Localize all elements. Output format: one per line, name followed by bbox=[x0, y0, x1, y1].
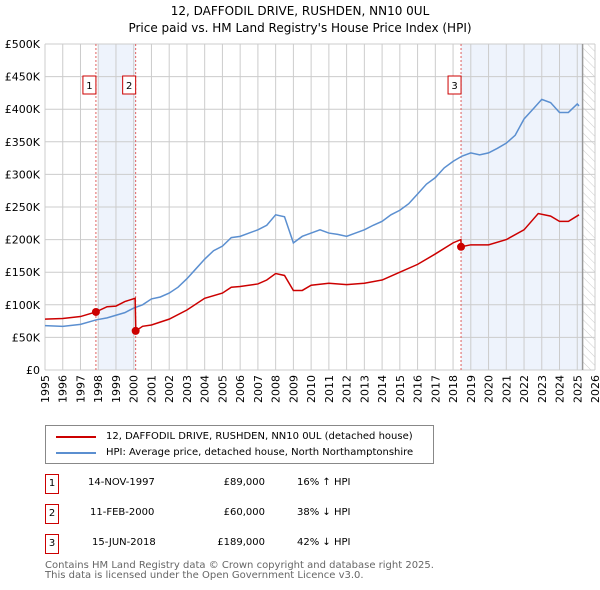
series-line bbox=[44, 212, 580, 333]
x-tick-label: 2015 bbox=[394, 375, 407, 403]
subtitle-line: Price paid vs. HM Land Registry's House … bbox=[128, 21, 472, 35]
sale-label-box bbox=[82, 75, 97, 95]
x-tick-label: 2008 bbox=[270, 375, 283, 403]
x-tick-label: 2013 bbox=[358, 375, 371, 403]
transaction-date: 15-JUN-2018 bbox=[92, 537, 156, 548]
transaction-date: 14-NOV-1997 bbox=[88, 477, 155, 488]
series-line bbox=[44, 98, 580, 328]
sale-point bbox=[131, 326, 140, 335]
x-tick-label: 2020 bbox=[483, 375, 496, 403]
legend-item-hpi: HPI: Average price, detached house, Nort… bbox=[56, 447, 413, 458]
x-tick-label: 1999 bbox=[110, 375, 123, 403]
sale-label: 3 bbox=[451, 81, 457, 92]
x-tick-label: 2025 bbox=[571, 375, 584, 403]
y-tick-label: £0 bbox=[26, 364, 40, 377]
legend: 12, DAFFODIL DRIVE, RUSHDEN, NN10 0UL (d… bbox=[45, 425, 434, 464]
transaction-hpi: 42% ↓ HPI bbox=[297, 537, 351, 548]
y-tick-label: £250K bbox=[5, 201, 41, 214]
transaction-row: 2 11-FEB-2000 £60,000 38% ↓ HPI bbox=[45, 504, 445, 524]
x-tick-label: 2024 bbox=[554, 375, 567, 403]
sale-label: 2 bbox=[126, 81, 132, 92]
footer-copyright: Contains HM Land Registry data © Crown c… bbox=[45, 560, 434, 571]
x-tick-label: 2010 bbox=[305, 375, 318, 403]
transaction-row: 1 14-NOV-1997 £89,000 16% ↑ HPI bbox=[45, 474, 445, 494]
sale-label-box bbox=[122, 75, 137, 95]
x-tick-label: 2022 bbox=[518, 375, 531, 403]
legend-swatch-red bbox=[56, 435, 96, 438]
transaction-price: £60,000 bbox=[223, 507, 265, 518]
x-tick-label: 2019 bbox=[465, 375, 478, 403]
y-tick-label: £100K bbox=[5, 299, 41, 312]
x-tick-label: 2023 bbox=[536, 375, 549, 403]
x-tick-label: 1995 bbox=[39, 375, 52, 403]
x-tick-label: 1996 bbox=[57, 375, 70, 403]
x-tick-label: 2004 bbox=[199, 375, 212, 403]
transaction-hpi: 38% ↓ HPI bbox=[297, 507, 351, 518]
legend-label: HPI: Average price, detached house, Nort… bbox=[106, 447, 414, 458]
x-tick-label: 2016 bbox=[412, 375, 425, 403]
legend-item-property: 12, DAFFODIL DRIVE, RUSHDEN, NN10 0UL (d… bbox=[56, 431, 413, 442]
sale-label-box bbox=[447, 75, 462, 95]
transaction-marker: 2 bbox=[45, 504, 59, 524]
x-tick-label: 2003 bbox=[181, 375, 194, 403]
sale-label: 1 bbox=[86, 81, 92, 92]
x-tick-label: 2018 bbox=[447, 375, 460, 403]
x-tick-label: 2011 bbox=[323, 375, 336, 403]
x-tick-label: 2000 bbox=[128, 375, 141, 403]
x-tick-label: 2021 bbox=[500, 375, 513, 403]
y-tick-label: £300K bbox=[5, 168, 41, 181]
x-tick-label: 2014 bbox=[376, 375, 389, 403]
transaction-hpi: 16% ↑ HPI bbox=[297, 477, 351, 488]
price-chart: £0 £50K £100K £150K £200K £250K £300K £350K £400… bbox=[5, 38, 600, 403]
x-tick-label: 2005 bbox=[216, 375, 229, 403]
y-tick-label: £400K bbox=[5, 103, 41, 116]
transaction-price: £189,000 bbox=[217, 537, 265, 548]
transaction-row: 3 15-JUN-2018 £189,000 42% ↓ HPI bbox=[45, 534, 445, 554]
transaction-price: £89,000 bbox=[223, 477, 265, 488]
x-tick-label: 1998 bbox=[92, 375, 105, 403]
x-tick-label: 1997 bbox=[74, 375, 87, 403]
legend-label: 12, DAFFODIL DRIVE, RUSHDEN, NN10 0UL (d… bbox=[106, 431, 413, 442]
title-line: 12, DAFFODIL DRIVE, RUSHDEN, NN10 0UL bbox=[170, 4, 430, 18]
legend-swatch-blue bbox=[56, 451, 96, 454]
chart-title: 12, DAFFODIL DRIVE, RUSHDEN, NN10 0UL Pr… bbox=[0, 3, 600, 37]
x-tick-label: 2017 bbox=[429, 375, 442, 403]
x-tick-label: 2007 bbox=[252, 375, 265, 403]
transaction-marker: 3 bbox=[45, 534, 59, 554]
y-tick-label: £200K bbox=[5, 234, 41, 247]
sale-point bbox=[91, 307, 100, 316]
y-tick-label: £350K bbox=[5, 136, 41, 149]
y-tick-label: £450K bbox=[5, 71, 41, 84]
x-tick-label: 2006 bbox=[234, 375, 247, 403]
transaction-date: 11-FEB-2000 bbox=[90, 507, 155, 518]
sale-point bbox=[457, 242, 466, 251]
x-tick-label: 2012 bbox=[341, 375, 354, 403]
y-tick-label: £500K bbox=[5, 38, 41, 51]
y-tick-label: £150K bbox=[5, 266, 41, 279]
transaction-marker: 1 bbox=[45, 474, 59, 494]
footer-licence: This data is licensed under the Open Gov… bbox=[45, 570, 364, 581]
x-tick-label: 2002 bbox=[163, 375, 176, 403]
x-tick-label: 2026 bbox=[589, 375, 600, 403]
y-tick-label: £50K bbox=[12, 331, 41, 344]
x-tick-label: 2009 bbox=[287, 375, 300, 403]
x-tick-label: 2001 bbox=[145, 375, 158, 403]
